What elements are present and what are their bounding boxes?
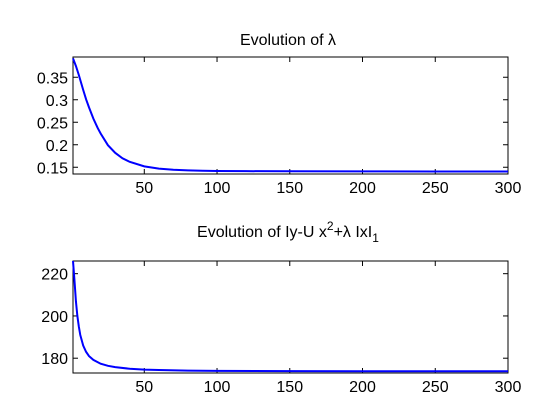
title-part2: +λ IxI — [334, 224, 373, 241]
title-superscript: 2 — [327, 219, 334, 233]
series-group — [72, 260, 508, 373]
tick-group: 50 100 150 200 250 300 0.15 0.2 0.25 0.3 0.35 — [37, 57, 522, 197]
title-subscript: 1 — [372, 231, 379, 245]
x-tick-label: 150 — [276, 379, 303, 396]
x-tick-label: 50 — [135, 379, 153, 396]
plot-area-frame — [72, 56, 509, 175]
y-tick-label: 180 — [41, 351, 68, 368]
x-tick-label: 250 — [422, 379, 449, 396]
x-tick-label: 100 — [204, 379, 231, 396]
y-tick-label: 200 — [41, 309, 68, 326]
x-tick-label: 150 — [276, 180, 303, 197]
tick-group: 50 100 150 200 250 300 180 200 220 — [41, 261, 521, 396]
y-tick-label: 0.25 — [37, 115, 68, 132]
x-tick-label: 300 — [495, 180, 522, 197]
chart-title: Evolution of Iy-U x2+λ IxI1 — [197, 219, 379, 245]
x-tick-label: 100 — [204, 180, 231, 197]
series-line — [72, 57, 508, 173]
title-part1: Evolution of Iy-U x — [197, 224, 327, 241]
y-tick-label: 0.15 — [37, 160, 68, 177]
x-tick-label: 250 — [422, 180, 449, 197]
y-tick-label: 0.35 — [37, 70, 68, 87]
series-line — [72, 260, 508, 373]
objective-chart: Evolution of Iy-U x2+λ IxI1 50 100 150 200 2… — [41, 219, 521, 396]
y-tick-label: 0.3 — [46, 93, 68, 110]
series-group — [72, 57, 508, 173]
lambda-chart: Evolution of λ 50 100 150 200 250 300 0.15 0.2 0… — [37, 32, 522, 197]
chart-title: Evolution of λ — [240, 32, 336, 49]
y-tick-label: 220 — [41, 267, 68, 284]
y-tick-label: 0.2 — [46, 138, 68, 155]
plot-area-frame — [72, 260, 509, 374]
x-tick-label: 200 — [349, 180, 376, 197]
x-tick-label: 200 — [349, 379, 376, 396]
x-tick-label: 50 — [135, 180, 153, 197]
x-tick-label: 300 — [495, 379, 522, 396]
